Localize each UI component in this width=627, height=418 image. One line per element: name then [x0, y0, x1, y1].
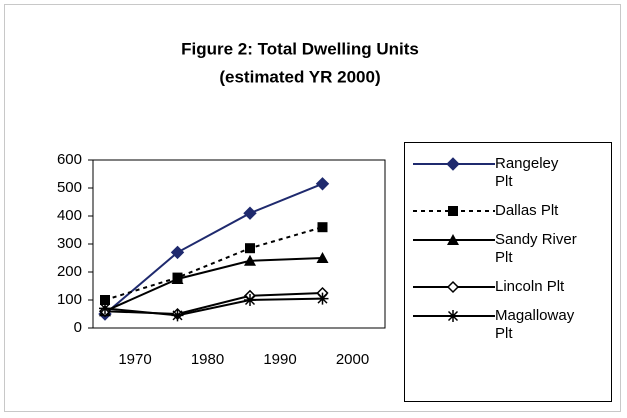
marker [99, 302, 111, 315]
marker [170, 245, 185, 260]
legend-label: Dallas Plt [495, 202, 559, 219]
marker [315, 177, 330, 191]
marker [244, 294, 256, 306]
legend: Rangeley Plt Dallas Plt Sandy River Plt Lin… [404, 142, 612, 402]
legend-swatch [413, 157, 495, 171]
legend-label: Sandy River Plt [495, 231, 577, 266]
y-tick-label: 0 [74, 319, 82, 336]
marker [171, 273, 184, 284]
legend-label: Lincoln Plt [495, 278, 565, 295]
y-tick-label: 100 [57, 291, 82, 308]
legend-swatch [413, 206, 495, 216]
legend-entry: Lincoln Plt [405, 278, 611, 296]
legend-entry: Sandy River Plt [405, 231, 611, 267]
chart-title: Figure 2: Total Dwelling Units [181, 39, 419, 58]
legend-marker [447, 310, 459, 322]
y-tick-label: 600 [57, 151, 82, 168]
marker [243, 206, 257, 220]
legend-label: Magalloway Plt [495, 307, 575, 342]
y-tick-label: 200 [57, 263, 82, 280]
marker [316, 252, 329, 263]
series-line [104, 226, 323, 301]
marker [244, 254, 256, 266]
legend-marker [447, 234, 459, 245]
legend-marker [448, 206, 458, 216]
legend-marker [446, 157, 460, 171]
legend-entry: Dallas Plt [405, 202, 611, 220]
marker [100, 295, 110, 305]
legend-swatch [413, 310, 495, 322]
series-line [104, 257, 323, 313]
marker [245, 243, 255, 254]
y-tick-label: 400 [57, 207, 82, 224]
legend-label: Rangeley Plt [495, 155, 559, 190]
chart-subtitle: (estimated YR 2000) [219, 67, 380, 86]
series-line [104, 297, 323, 317]
x-tick-label: 2000 [336, 351, 369, 368]
legend-entry: Magalloway Plt [405, 307, 611, 343]
y-tick-label: 500 [57, 179, 82, 196]
marker [317, 222, 328, 233]
x-tick-label: 1970 [118, 351, 151, 368]
marker [316, 292, 329, 305]
x-tick-label: 1990 [263, 351, 296, 368]
legend-entry: Rangeley Plt [405, 155, 611, 191]
x-tick-label: 1980 [191, 351, 224, 368]
legend-swatch [413, 234, 495, 245]
legend-marker [446, 280, 460, 294]
marker [171, 309, 184, 322]
series-line [104, 182, 323, 315]
chart-frame [4, 4, 621, 412]
y-tick-label: 300 [57, 235, 82, 252]
legend-swatch [413, 280, 495, 294]
